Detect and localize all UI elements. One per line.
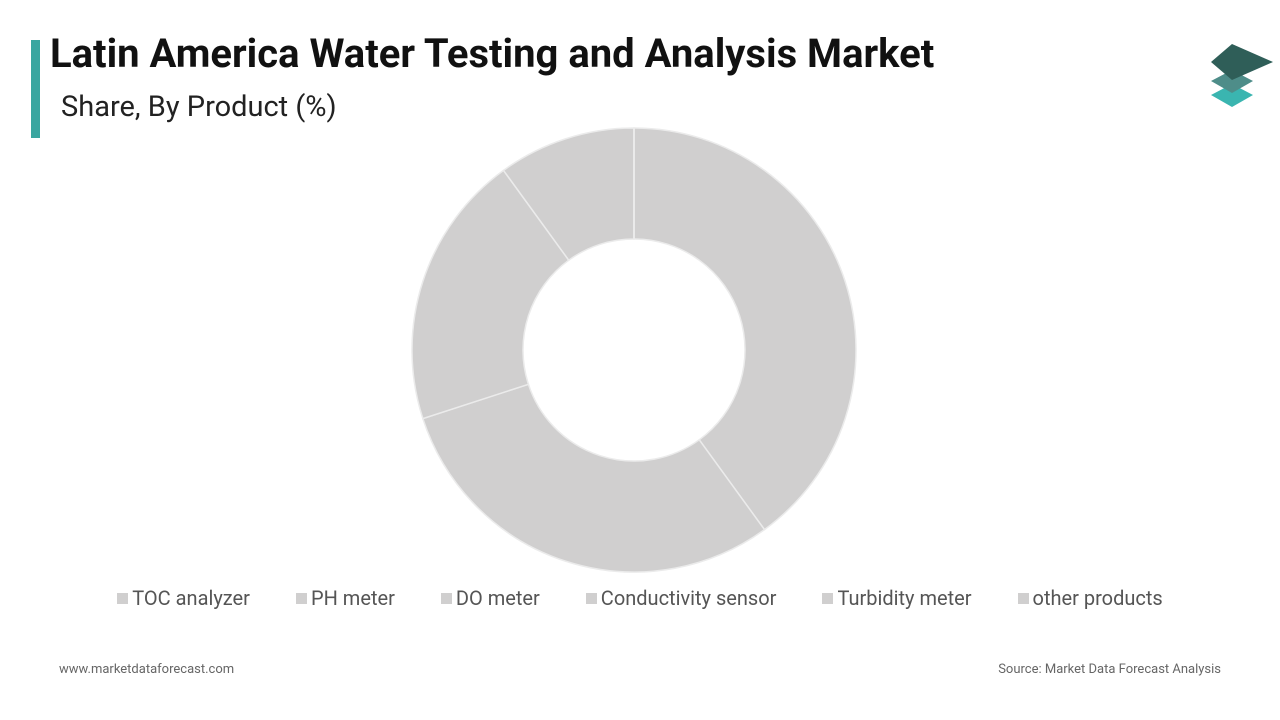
legend-label: other products [1032,586,1163,610]
donut-slice [633,127,857,531]
legend-swatch [295,592,307,604]
legend-label: DO meter [455,586,540,610]
chart-title: Latin America Water Testing and Analysis… [50,30,935,77]
logo [1211,44,1273,107]
legend-swatch [822,592,834,604]
legend-swatch [440,592,452,604]
legend: TOC analyzer PH meter DO meter Conductivity… [0,586,1280,610]
legend-swatch [117,592,129,604]
legend-swatch [585,592,597,604]
legend-item: other products [1017,586,1163,610]
legend-item: TOC analyzer [117,586,250,610]
chart-subtitle: Share, By Product (%) [61,90,337,124]
website: www.marketdataforecast.com [59,662,235,677]
donut-slice [421,383,766,573]
legend-item: Turbidity meter [822,586,972,610]
legend-label: PH meter [310,586,395,610]
accent-bar [31,40,40,138]
source: Source: Market Data Forecast Analysis [998,662,1221,677]
donut-slice [411,169,570,420]
legend-label: Turbidity meter [837,586,972,610]
legend-item: PH meter [295,586,395,610]
donut-chart [411,127,857,573]
legend-label: TOC analyzer [132,586,250,610]
legend-label: Conductivity sensor [600,586,777,610]
legend-item: DO meter [440,586,540,610]
legend-swatch [1017,592,1029,604]
legend-item: Conductivity sensor [585,586,777,610]
